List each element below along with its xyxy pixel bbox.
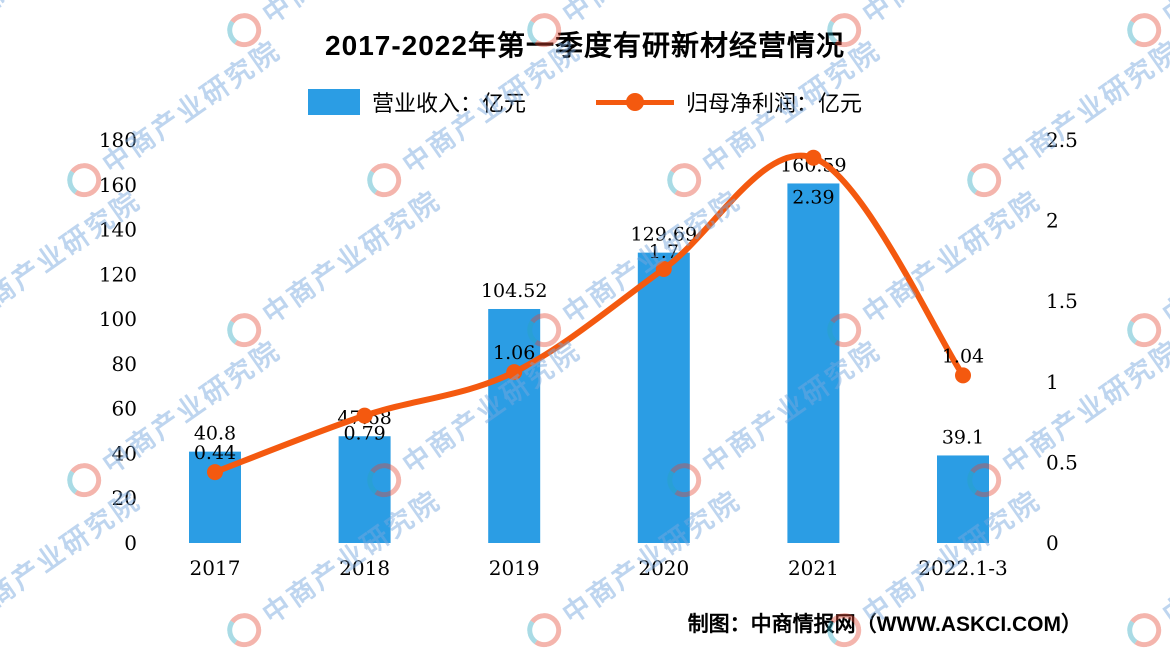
revenue-bar — [488, 308, 541, 543]
right-axis-tick: 2 — [1046, 209, 1059, 233]
page-title: 2017-2022年第一季度有研新材经营情况 — [325, 30, 845, 61]
x-axis-label: 2018 — [339, 556, 390, 580]
line-value-label: 0.44 — [194, 442, 236, 464]
legend-label-revenue: 营业收入：亿元 — [371, 91, 526, 116]
line-value-label: 1.04 — [942, 345, 984, 367]
revenue-bar — [787, 183, 840, 543]
profit-point — [207, 464, 223, 481]
x-axis-label: 2017 — [190, 556, 241, 580]
profit-point — [805, 149, 822, 166]
line-value-label: 1.7 — [649, 241, 679, 263]
profit-point — [356, 407, 373, 424]
x-axis-label: 2021 — [788, 556, 839, 580]
x-axis-label: 2022.1-3 — [918, 556, 1007, 580]
line-swatch-icon — [596, 89, 674, 115]
revenue-bar — [937, 455, 989, 543]
profit-line — [212, 152, 966, 476]
legend-item-revenue: 营业收入：亿元 — [307, 86, 526, 118]
line-value-label: 2.39 — [792, 187, 834, 209]
right-axis-tick: 1 — [1046, 370, 1059, 394]
right-axis-tick: 2.5 — [1046, 128, 1078, 152]
bar-swatch-icon — [307, 89, 360, 115]
profit-point — [655, 260, 672, 277]
bar-value-label: 129.69 — [631, 224, 697, 246]
right-axis-tick: 1.5 — [1046, 289, 1078, 313]
right-axis-tick: 0 — [1046, 531, 1059, 555]
left-axis-tick: 20 — [112, 486, 137, 510]
chart-legend: 营业收入：亿元 归母净利润：亿元 — [0, 86, 1170, 118]
revenue-bar — [637, 252, 690, 544]
x-axis-label: 2019 — [489, 556, 540, 580]
bar-value-label: 39.1 — [942, 426, 984, 448]
line-dot-icon — [626, 93, 644, 111]
left-axis-tick: 140 — [99, 218, 137, 242]
left-axis-tick: 40 — [112, 441, 137, 465]
revenue-bar — [338, 436, 391, 543]
line-value-label: 0.79 — [343, 423, 385, 445]
left-axis-tick: 180 — [99, 128, 137, 152]
left-axis-tick: 60 — [112, 397, 137, 421]
bar-value-label: 104.52 — [481, 280, 547, 302]
legend-label-profit: 归母净利润：亿元 — [686, 91, 863, 116]
left-axis-tick: 120 — [99, 262, 137, 286]
left-axis-tick: 100 — [99, 307, 137, 331]
profit-point — [955, 367, 971, 384]
right-axis-tick: 0.5 — [1046, 450, 1078, 474]
source-credit: 制图：中商情报网（WWW.ASKCI.COM） — [687, 613, 1082, 636]
profit-point — [506, 364, 523, 381]
legend-item-profit: 归母净利润：亿元 — [596, 86, 862, 118]
bar-value-label: 40.8 — [194, 423, 236, 445]
left-axis-tick: 160 — [99, 173, 137, 197]
left-axis-tick: 0 — [124, 531, 137, 555]
x-axis-label: 2020 — [638, 556, 689, 580]
line-value-label: 1.06 — [493, 342, 535, 364]
left-axis-tick: 80 — [112, 352, 137, 376]
